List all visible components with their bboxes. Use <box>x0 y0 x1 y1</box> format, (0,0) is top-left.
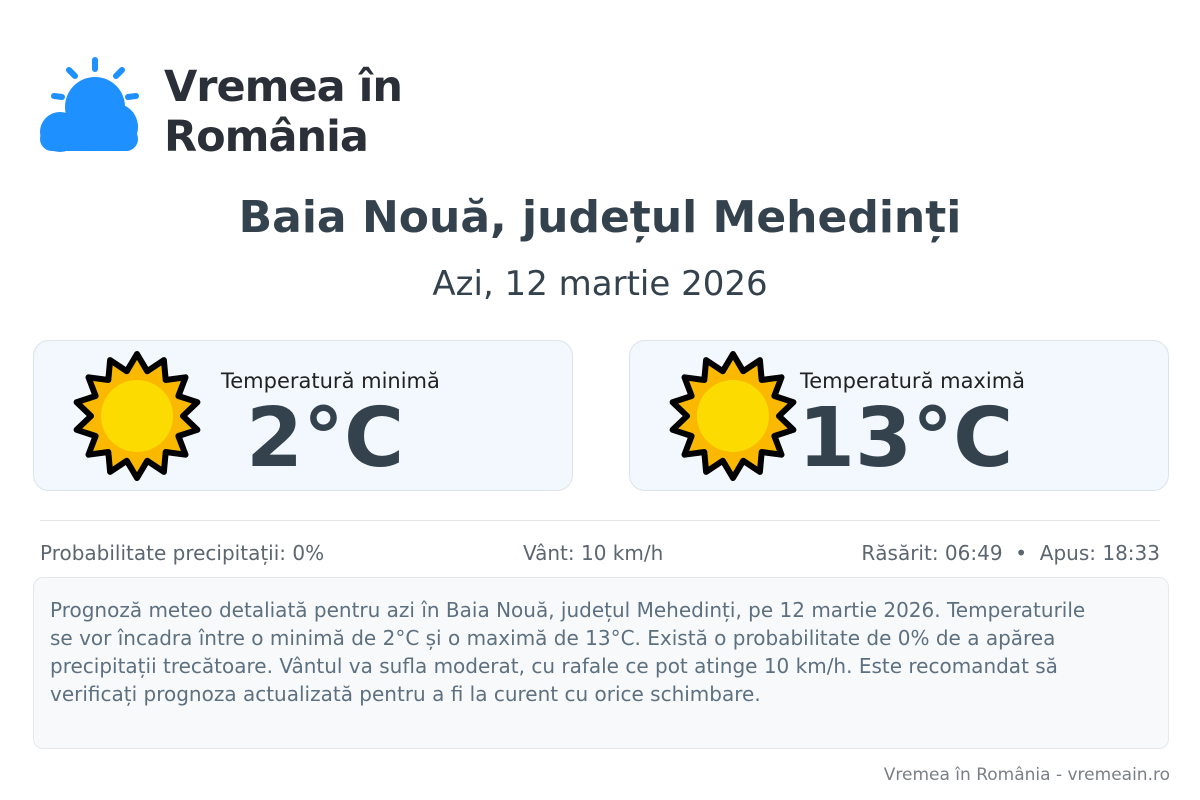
max-temp-card: Temperatură maximă 13°C <box>629 340 1169 491</box>
min-temp-value: 2°C <box>246 391 405 486</box>
wind-speed: Vânt: 10 km/h <box>523 541 664 565</box>
min-temp-label: Temperatură minimă <box>221 369 440 393</box>
sun-icon <box>669 351 797 481</box>
logo-text: Vremea în România <box>164 62 403 162</box>
min-temp-card: Temperatură minimă 2°C <box>33 340 573 491</box>
max-temp-label: Temperatură maximă <box>800 369 1026 393</box>
precipitation-probability: Probabilitate precipitații: 0% <box>40 541 325 565</box>
forecast-description: Prognoză meteo detaliată pentru azi în B… <box>33 577 1169 749</box>
page-title: Baia Nouă, județul Mehedinți <box>238 192 962 243</box>
divider <box>40 520 1160 521</box>
cloud-sun-icon <box>40 57 139 152</box>
sun-icon <box>73 351 201 481</box>
max-temp-value: 13°C <box>798 391 1014 486</box>
logo[interactable]: Vremea în România <box>36 52 403 162</box>
forecast-date: Azi, 12 martie 2026 <box>432 264 768 304</box>
sunrise-sunset: Răsărit: 06:49 • Apus: 18:33 <box>861 541 1160 565</box>
footer-credit[interactable]: Vremea în România - vremeain.ro <box>883 765 1170 785</box>
